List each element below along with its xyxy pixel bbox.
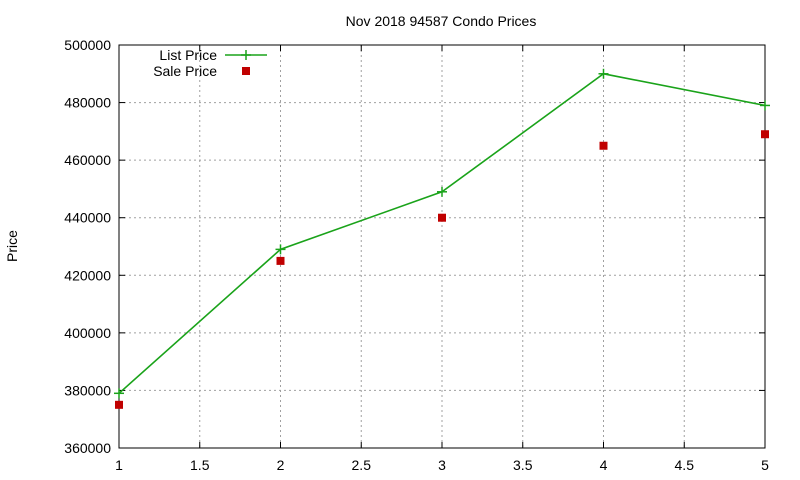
x-tick-label: 5 [761,457,769,473]
legend-label: List Price [159,47,217,63]
legend-marker [242,67,250,75]
list-price-point [275,244,286,255]
y-tick-label: 420000 [64,267,111,283]
list-price-point [598,68,609,79]
legend-item-list-price: List Price [159,47,267,63]
legend-item-sale-price: Sale Price [153,63,250,79]
series-sale-price [115,130,769,409]
x-tick-label: 4 [600,457,608,473]
x-tick-label: 2.5 [352,457,372,473]
x-tick-label: 1 [115,457,123,473]
sale-price-point [115,400,123,409]
y-tick-label: 480000 [64,95,111,111]
y-tick-label: 460000 [64,152,111,168]
y-tick-label: 360000 [64,440,111,456]
x-tick-label: 3 [438,457,446,473]
y-tick-label: 500000 [64,37,111,53]
list-price-point [114,388,124,399]
series-list-price [114,68,770,399]
x-tick-label: 2 [277,457,285,473]
series-layer [114,68,770,409]
y-axis-label: Price [4,230,20,262]
sale-price-point [438,213,446,222]
x-tick-label: 1.5 [190,457,210,473]
sale-price-point [599,141,608,150]
x-tick-label: 4.5 [675,457,695,473]
y-tick-label: 400000 [64,325,111,341]
grid-lines [119,45,765,448]
x-tick-label: 3.5 [513,457,533,473]
y-tick-label: 380000 [64,382,111,398]
y-tick-label: 440000 [64,210,111,226]
axis-ticks: 1 1.5 2 2.5 3 3.5 4 4.5 5 360000 380000 400000 42000… [64,37,769,473]
chart-title: Nov 2018 94587 Condo Prices [346,13,537,29]
list-price-point [437,186,447,197]
sale-price-point [761,130,769,139]
sale-price-point [276,256,285,265]
list-price-point [760,100,770,111]
legend-marker [241,50,251,60]
legend-label: Sale Price [153,63,217,79]
